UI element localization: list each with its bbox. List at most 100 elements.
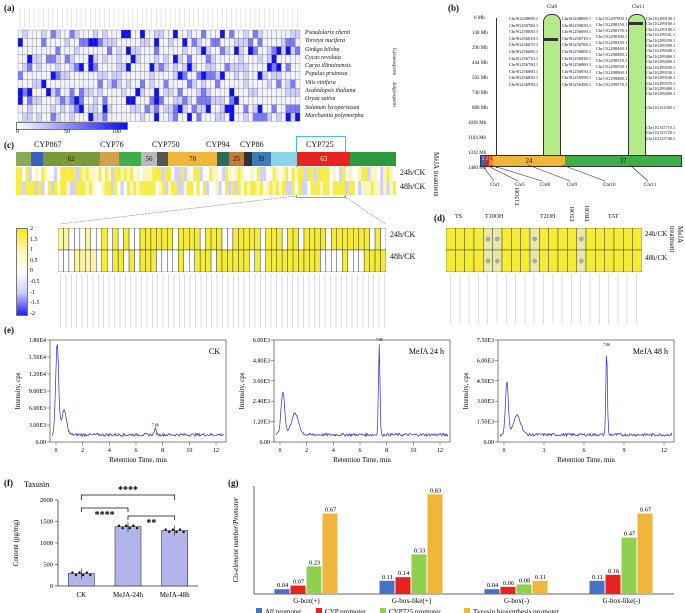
heatmap-cell (172, 249, 179, 272)
heatmap-cell (74, 29, 80, 39)
heatmap-cell (196, 181, 200, 195)
axis-tick: 1480 Mb (468, 166, 487, 171)
heatmap-cell (221, 249, 228, 272)
colorbar-a-tick: 50 (64, 129, 70, 135)
heatmap-cell (74, 96, 80, 105)
heatmap-cell (31, 112, 37, 122)
heatmap-cell (336, 228, 343, 251)
heatmap-cell (238, 96, 244, 105)
heatmap-cell (46, 38, 52, 47)
bar-chr-label: Chr9 (567, 183, 577, 188)
heatmap-cell (348, 181, 352, 195)
heatmap-cell (130, 104, 136, 114)
heatmap-cell (243, 112, 249, 122)
heatmap-cell (271, 71, 277, 80)
heatmap-cell (265, 249, 272, 272)
heatmap-cell (117, 228, 124, 251)
heatmap-cell (369, 249, 376, 272)
heatmap-cell (116, 112, 122, 122)
bar (379, 580, 395, 594)
heatmap-cell (206, 181, 210, 195)
heatmap-cell (383, 167, 387, 181)
heatmap-cell (282, 167, 286, 181)
bar-seg-chr1 (481, 156, 485, 166)
heatmap-cell (210, 63, 216, 72)
heatmap-cell (156, 249, 163, 272)
heatmap-cell (520, 249, 531, 272)
heatmap-cell (27, 54, 33, 64)
heatmap-cell (227, 228, 234, 251)
heatmap-cell (149, 38, 155, 47)
peak-label: 7.86 (152, 422, 159, 427)
gene-label: Chr9G256800.1 (562, 48, 592, 54)
heatmap-cell (111, 181, 115, 195)
family-seg: 78 (167, 152, 218, 166)
heatmap-cell (163, 29, 169, 39)
bar-seg-chr8 (489, 156, 493, 166)
heatmap-cell (116, 87, 122, 97)
gene-label: Chr11G315710.1 (646, 124, 676, 130)
data-label: 0.67 (640, 507, 652, 514)
zoom-lines (60, 196, 386, 225)
heatmap-cell (83, 79, 89, 89)
gene-label: Chr11G299540.1 (646, 75, 676, 81)
chromosome-axis (470, 18, 497, 168)
heatmap-cell (150, 249, 157, 272)
heatmap-cell (121, 96, 127, 105)
heatmap-cell (595, 228, 605, 251)
colorbar-c-tick: -2 (30, 310, 35, 317)
heatmap-cell (201, 104, 207, 114)
heatmap-cell (158, 112, 164, 122)
heatmap-cell (238, 249, 245, 272)
chr11-body (628, 14, 646, 166)
heatmap-cell (193, 181, 197, 195)
heatmap-cell (116, 79, 122, 89)
heatmap-cell (90, 228, 97, 251)
heatmap-cell (74, 38, 80, 47)
heatmap-cell (140, 71, 146, 80)
heatmap-cell (97, 46, 103, 56)
d-gene-label: T2OH (540, 214, 556, 220)
heatmap-cell (55, 112, 61, 122)
gene-label: Chr9G256780.1 (509, 62, 539, 68)
heatmap-cell (46, 112, 52, 122)
heatmap-cell (276, 54, 282, 64)
heatmap-cell (623, 249, 633, 272)
chromatogram-48h: MeJA 48 h 0.00 1.50E3 3.00E3 4.50E3 6.00E3 7.5… (462, 338, 675, 464)
species-label: Solanum lycopersicum (305, 104, 360, 111)
heatmap-cell (248, 96, 254, 105)
bar-seg-chr9: 24 (493, 156, 565, 166)
y-tick-label: 2000 (40, 497, 53, 504)
heatmap-cell (126, 167, 130, 181)
heatmap-cell (201, 29, 207, 39)
heatmap-cell (168, 96, 174, 105)
heatmap-cell (351, 181, 355, 195)
heatmap-cell (249, 228, 255, 251)
heatmap-cell (228, 181, 232, 195)
heatmap-cell (104, 167, 108, 181)
heatmap-cell (342, 249, 348, 272)
gene-label: Chr9G256950.1 (562, 68, 592, 74)
heatmap-cell (210, 104, 216, 114)
heatmap-cell (212, 181, 216, 195)
colorbar-c-tick: -1 (30, 289, 35, 296)
heatmap-cell (140, 29, 146, 39)
heatmap-cell (60, 38, 66, 47)
heatmap-cell (130, 87, 136, 97)
heatmap-cell (310, 181, 314, 195)
heatmap-cell (290, 38, 296, 47)
colorbar-a-tick: 100 (112, 129, 121, 135)
heatmap-cell (107, 228, 113, 251)
heatmap-cell (252, 38, 258, 47)
data-label: 0.08 (519, 577, 530, 584)
heatmap-cell (125, 112, 131, 122)
heatmap-cell (79, 249, 86, 272)
species-label: Vitis vinifera (305, 79, 336, 86)
heatmap-cell (193, 167, 197, 181)
heatmap-cell (22, 104, 28, 114)
species-label: Pseudolarix chenii (305, 30, 351, 36)
heatmap-cell (168, 104, 174, 114)
heatmap-cell (55, 38, 61, 47)
x-tick-label: 4 (332, 448, 335, 454)
replicate-point (74, 573, 78, 577)
